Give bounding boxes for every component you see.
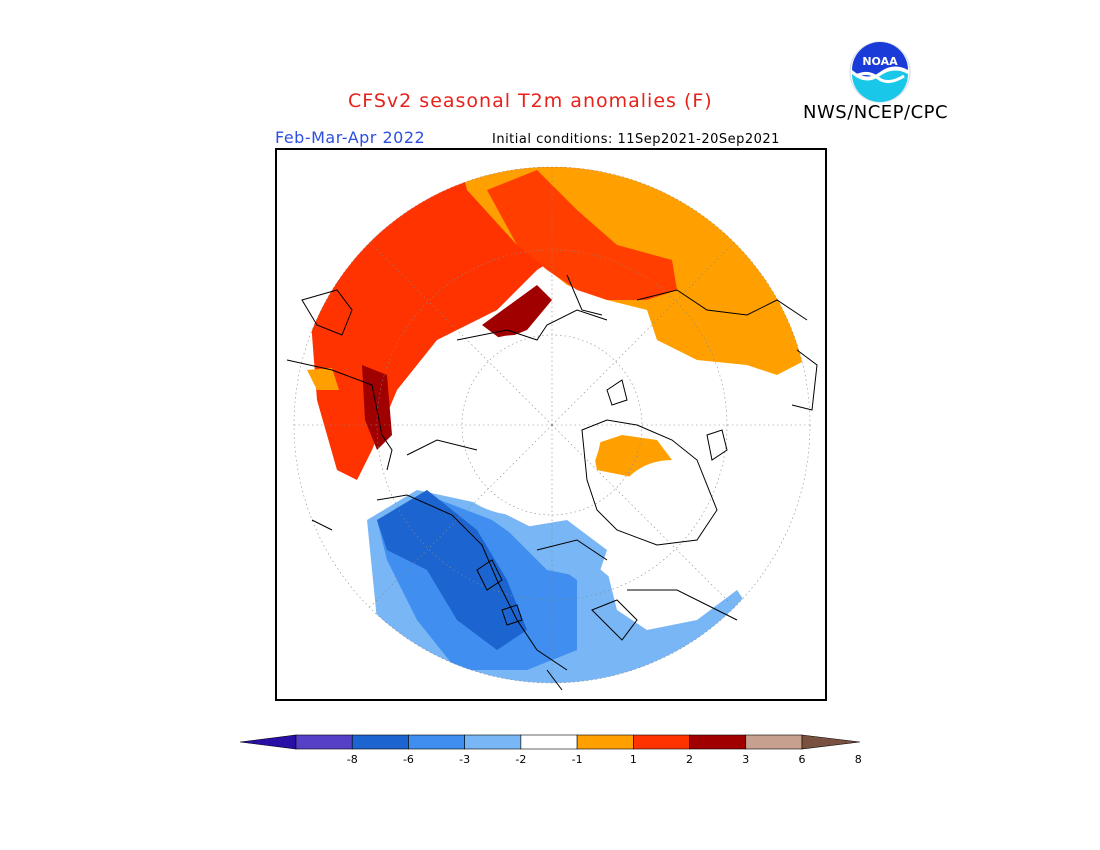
colorbar-swatch	[576, 734, 634, 750]
colorbar-swatch	[689, 734, 747, 750]
colorbar-swatch	[351, 734, 409, 750]
initial-conditions: Initial conditions: 11Sep2021-20Sep2021	[492, 132, 780, 147]
colorbar-swatch	[408, 734, 465, 750]
colorbar-tick-label: 6	[798, 753, 806, 766]
colorbar-swatch	[464, 734, 522, 750]
map-title: CFSv2 seasonal T2m anomalies (F)	[348, 90, 713, 112]
coastlines	[286, 274, 818, 691]
colorbar-swatch	[633, 734, 690, 750]
colorbar-tick-label: 3	[742, 753, 750, 766]
anomaly-region-warm-3-6	[482, 285, 552, 340]
colorbar-swatch	[520, 734, 578, 750]
noaa-logo: NOAA	[848, 40, 912, 104]
colorbar-tick-label: -3	[459, 753, 471, 766]
anomaly-region-warm-2-3-east	[487, 170, 677, 300]
colorbar-arrow-low	[239, 734, 297, 750]
colorbar-arrow-high	[801, 734, 861, 750]
forecast-period: Feb-Mar-Apr 2022	[275, 128, 426, 147]
anomaly-region-warm-1-2-small	[307, 368, 339, 390]
colorbar-tick-label: 1	[629, 753, 637, 766]
colorbar-swatch	[295, 734, 353, 750]
anomaly-region-cold-3-6	[377, 490, 527, 650]
graticule	[293, 166, 811, 684]
anomaly-region-cold-1-2-east	[507, 520, 607, 580]
colorbar-tick-label: -6	[402, 753, 414, 766]
colorbar-tick-label: 8	[854, 753, 862, 766]
polar-map	[275, 148, 827, 701]
colorbar-tick-label: -2	[515, 753, 527, 766]
colorbar-tick-label: -8	[346, 753, 358, 766]
colorbar-swatch	[745, 734, 803, 750]
noaa-logo-text: NOAA	[862, 55, 898, 68]
colorbar-tick-label: 2	[686, 753, 694, 766]
colorbar-tick-label: -1	[571, 753, 583, 766]
colorbar	[239, 733, 861, 773]
organization-label: NWS/NCEP/CPC	[803, 102, 949, 123]
anomaly-fields	[307, 167, 810, 683]
